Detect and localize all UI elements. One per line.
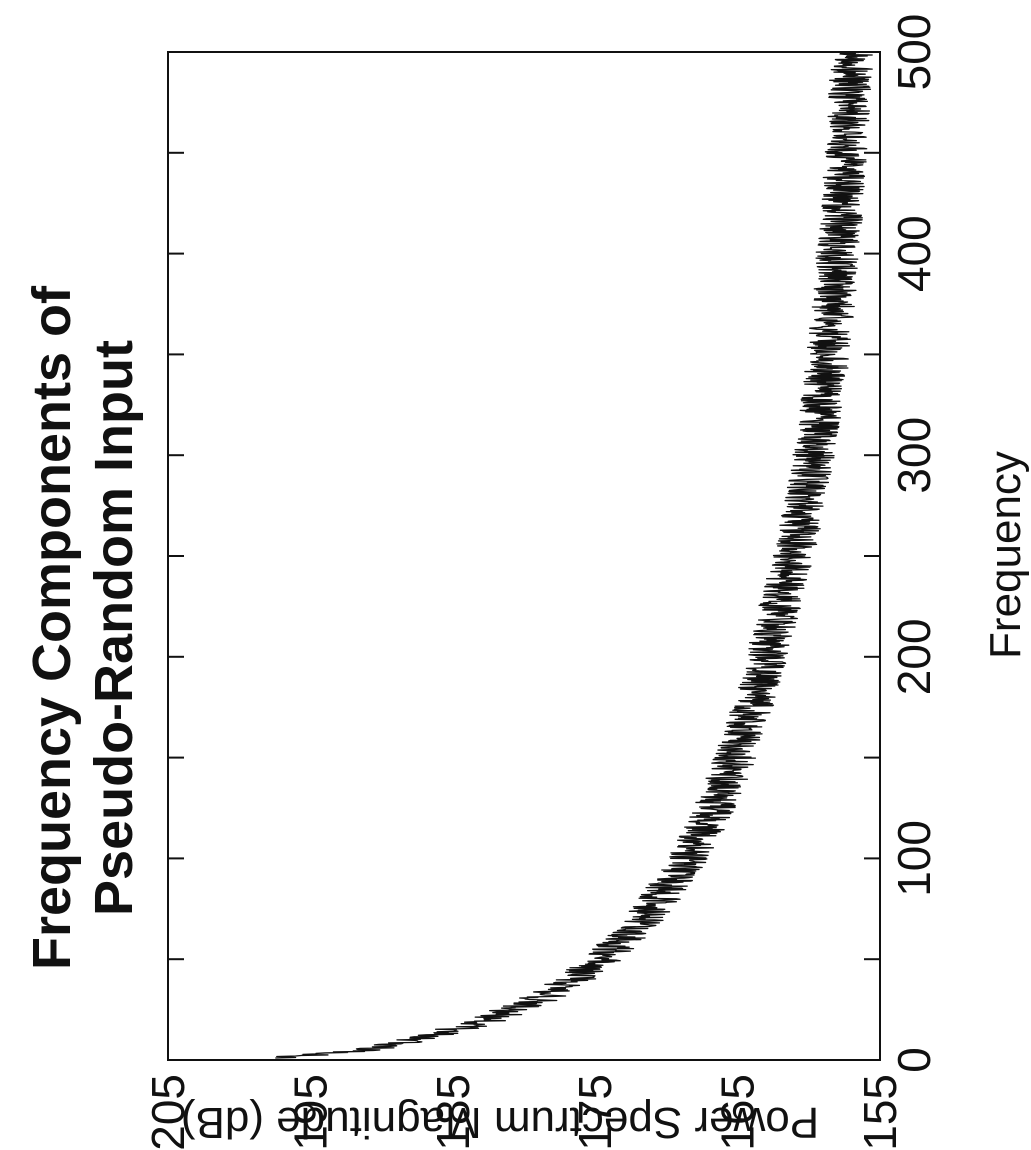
x-tick-label: 0 bbox=[888, 1047, 940, 1073]
chart-title: Frequency Components of bbox=[22, 285, 82, 970]
x-tick-label: 200 bbox=[888, 618, 940, 695]
series-line bbox=[275, 51, 873, 1059]
y-axis-label: Power Spectrum Magnitude (dB) bbox=[181, 1098, 819, 1147]
chart-subtitle: Pseudo-Random Input bbox=[84, 340, 144, 916]
y-tick-label: 195 bbox=[284, 1074, 336, 1150]
x-tick-label: 100 bbox=[888, 820, 940, 897]
y-tick-label: 165 bbox=[712, 1074, 764, 1150]
y-tick-label: 185 bbox=[427, 1074, 479, 1150]
plot-area: 0 100 200 300 400 500 155 165 175 185 195 205 Frequ… bbox=[22, 14, 1030, 1150]
x-axis-label: Frequency bbox=[981, 451, 1030, 659]
x-tick-label: 500 bbox=[888, 14, 940, 91]
ticks-layer: 0 100 200 300 400 500 155 165 175 185 195 205 bbox=[142, 14, 940, 1150]
y-tick-label: 175 bbox=[569, 1074, 621, 1150]
y-tick-label: 155 bbox=[854, 1074, 906, 1150]
y-tick-label: 205 bbox=[142, 1074, 194, 1150]
x-tick-label: 400 bbox=[888, 215, 940, 292]
x-tick-label: 300 bbox=[888, 417, 940, 494]
